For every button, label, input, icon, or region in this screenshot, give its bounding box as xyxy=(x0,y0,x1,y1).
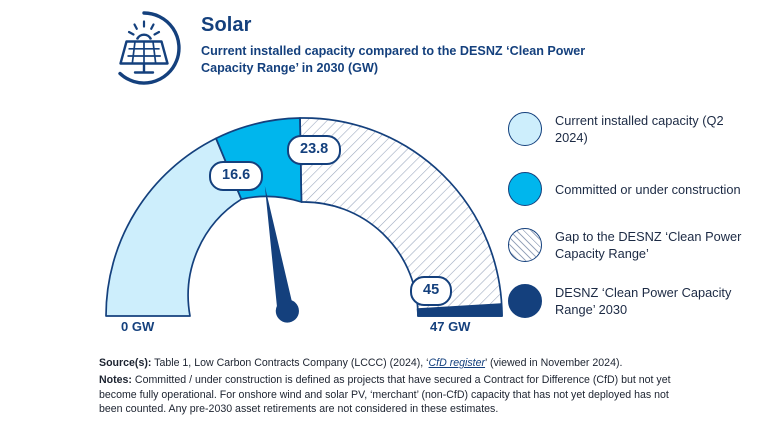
legend-swatch-hatched-circle-icon xyxy=(508,228,542,262)
legend-label-current-capacity: Current installed capacity (Q2 2024) xyxy=(555,113,724,145)
gauge-svg xyxy=(105,117,503,323)
legend-label-gap: Gap to the DESNZ ‘Clean Power Capacity R… xyxy=(555,229,742,261)
source-line: Source(s): Table 1, Low Carbon Contracts… xyxy=(99,356,691,370)
gauge-marker-current: 16.6 xyxy=(209,161,264,191)
gauge-chart: 16.6 23.8 45 0 GW 47 GW xyxy=(80,100,540,340)
gauge-axis-max-label: 47 GW xyxy=(430,319,471,334)
legend-swatch-cyan-circle-icon xyxy=(508,172,542,206)
legend-swatch-navy-circle-icon xyxy=(508,284,542,318)
header: Solar Current installed capacity compare… xyxy=(104,6,724,92)
legend-item-committed: Committed or under construction xyxy=(508,172,741,206)
gauge-marker-committed: 23.8 xyxy=(287,135,342,165)
cfd-register-link[interactable]: CfD register xyxy=(428,357,486,369)
legend-item-gap: Gap to the DESNZ ‘Clean Power Capacity R… xyxy=(508,228,758,262)
solar-panel-icon xyxy=(104,8,184,88)
legend-label-desnz-range: DESNZ ‘Clean Power Capacity Range’ 2030 xyxy=(555,285,732,317)
legend-swatch-light-blue-circle-icon xyxy=(508,112,542,146)
notes-line: Notes: Committed / under construction is… xyxy=(99,373,691,416)
source-text-before: Table 1, Low Carbon Contracts Company (L… xyxy=(151,357,429,369)
gauge-segment-desnz-range xyxy=(416,303,503,317)
gauge-needle xyxy=(264,185,299,323)
page-title: Solar xyxy=(201,14,252,36)
gauge-marker-range-low: 45 xyxy=(410,276,453,306)
notes-label: Notes: xyxy=(99,374,132,387)
source-text-after: ’ (viewed in November 2024). xyxy=(485,357,623,369)
legend-item-desnz-range: DESNZ ‘Clean Power Capacity Range’ 2030 xyxy=(508,284,758,318)
notes-text: Committed / under construction is define… xyxy=(99,374,671,416)
gauge-axis-min-label: 0 GW xyxy=(121,319,155,334)
header-text: Solar Current installed capacity compare… xyxy=(201,14,701,77)
source-label: Source(s): xyxy=(99,357,152,369)
footnotes: Source(s): Table 1, Low Carbon Contracts… xyxy=(99,356,691,417)
page-subtitle: Current installed capacity compared to t… xyxy=(201,44,586,75)
legend-item-current-capacity: Current installed capacity (Q2 2024) xyxy=(508,112,758,146)
legend-label-committed: Committed or under construction xyxy=(555,181,741,197)
